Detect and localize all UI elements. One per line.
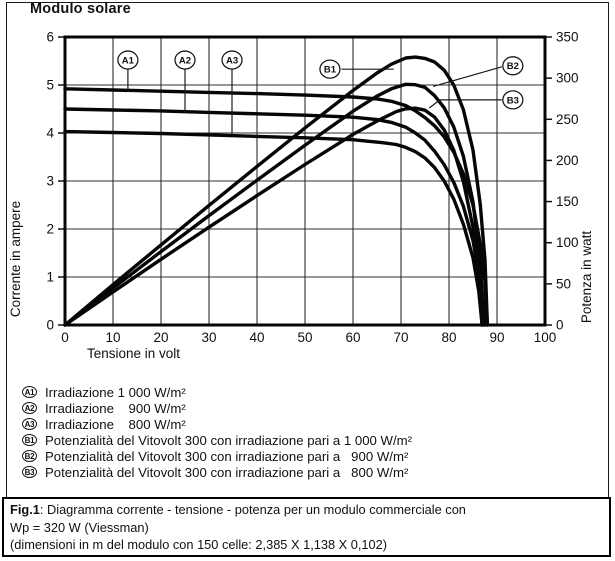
x-tick-label: 10 (105, 330, 120, 345)
x-tick-label: 20 (153, 330, 168, 345)
caption-line-3: (dimensioni in m del modulo con 150 cell… (10, 537, 388, 553)
y-right-tick-label: 0 (556, 318, 564, 333)
label-circle (221, 50, 243, 70)
legend-label: Potenzialità del Vitovolt 300 con irradi… (45, 464, 409, 480)
y-right-tick-label: 350 (556, 30, 579, 45)
legend-marker-a1-icon: A1 (22, 386, 37, 398)
caption-fig-label: Fig.1 (10, 502, 40, 517)
caption-line-1-text: : Diagramma corrente - tensione - potenz… (39, 502, 466, 517)
y-right-axis-title: Potenza in watt (579, 231, 594, 324)
y-right-tick-label: 200 (556, 153, 579, 168)
caption-line-2: Wp = 320 W (Viessman) (10, 519, 149, 535)
legend-item-b3: B3 Potenzialità del Vitovolt 300 con irra… (22, 464, 592, 480)
label-circle (502, 56, 524, 76)
grid (64, 36, 546, 326)
y-right-tick-label: 100 (556, 235, 579, 250)
y-left-tick-label: 2 (46, 222, 54, 237)
curve-label-b3: B3 (428, 90, 524, 110)
label-text: B3 (507, 95, 519, 106)
leader-line (428, 99, 502, 109)
label-text: B1 (324, 65, 337, 76)
x-tick-label: 40 (249, 330, 264, 345)
legend-item-b2: B2 Potenzialità del Vitovolt 300 con irra… (22, 448, 592, 464)
legend-label: Potenzialità del Vitovolt 300 con irradi… (45, 432, 413, 448)
x-tick-label: 30 (201, 330, 216, 345)
curve-label-b1: B1 (319, 59, 394, 79)
curve-A1 (63, 87, 490, 327)
curve-label-a1: A1 (117, 50, 139, 91)
legend-item-a1: A1 Irradiazione 1 000 W/m² (22, 384, 592, 400)
plot-frame (63, 35, 547, 327)
x-tick-label: 50 (297, 330, 312, 345)
figure-caption: Fig.1: Diagramma corrente - tensione - p… (2, 497, 611, 557)
y-left-tick-label: 6 (46, 30, 54, 45)
x-tick-label: 100 (534, 330, 557, 345)
page-title: Modulo solare (30, 1, 131, 17)
legend-label: Irradiazione 800 W/m² (45, 416, 186, 432)
label-circle (117, 50, 139, 70)
curve-B2 (63, 82, 487, 327)
x-tick-label: 70 (393, 330, 408, 345)
curve-B1 (63, 55, 490, 327)
legend-item-b1: B1 Potenzialità del Vitovolt 300 con irra… (22, 432, 592, 448)
curve-A2 (63, 107, 487, 327)
y-right-tick-label: 300 (556, 71, 579, 86)
legend-label: Irradiazione 1 000 W/m² (45, 384, 186, 400)
curve-label-a3: A3 (221, 50, 243, 135)
leader-line (433, 66, 502, 87)
label-text: A3 (226, 55, 238, 66)
y-left-tick-label: 0 (46, 318, 54, 333)
x-tick-label: 80 (441, 330, 456, 345)
y-left-tick-label: 1 (46, 270, 54, 285)
y-left-tick-label: 3 (46, 174, 54, 189)
label-circle (502, 90, 524, 110)
curve-label-b2: B2 (433, 56, 524, 87)
legend-marker-a3-icon: A3 (22, 418, 37, 430)
label-text: A1 (122, 55, 135, 66)
label-text: A2 (179, 55, 191, 66)
x-axis-title: Tensione in volt (87, 346, 180, 361)
caption-line-1: Fig.1: Diagramma corrente - tensione - p… (10, 501, 603, 519)
x-tick-label: 90 (489, 330, 504, 345)
y-right-tick-label: 250 (556, 112, 579, 127)
y-left-tick-label: 5 (46, 78, 54, 93)
legend-marker-b2-icon: B2 (22, 450, 37, 462)
y-left-tick-label: 4 (46, 126, 54, 141)
legend-item-a2: A2 Irradiazione 900 W/m² (22, 400, 592, 416)
label-circle (174, 50, 196, 70)
legend-item-a3: A3 Irradiazione 800 W/m² (22, 416, 592, 432)
curve-A3 (63, 129, 484, 327)
legend-marker-b3-icon: B3 (22, 466, 37, 478)
label-circle (319, 59, 341, 79)
y-right-tick-label: 150 (556, 194, 579, 209)
x-tick-label: 0 (61, 330, 69, 345)
legend-marker-a2-icon: A2 (22, 402, 37, 414)
axis-titles: Tensione in volt Corrente in ampere Potenz… (8, 201, 594, 361)
curve-B3 (63, 106, 484, 327)
legend-label: Potenzialità del Vitovolt 300 con irradi… (45, 448, 409, 464)
legend-marker-b1-icon: B1 (22, 434, 37, 446)
curve-label-a2: A2 (174, 50, 196, 112)
y-left-axis-title: Corrente in ampere (8, 201, 23, 317)
y-right-tick-label: 50 (556, 276, 571, 291)
label-text: B2 (507, 61, 519, 72)
chart-legend: A1 Irradiazione 1 000 W/m² A2 Irradiazione … (22, 384, 592, 480)
x-tick-label: 60 (345, 330, 360, 345)
legend-label: Irradiazione 900 W/m² (45, 400, 186, 416)
